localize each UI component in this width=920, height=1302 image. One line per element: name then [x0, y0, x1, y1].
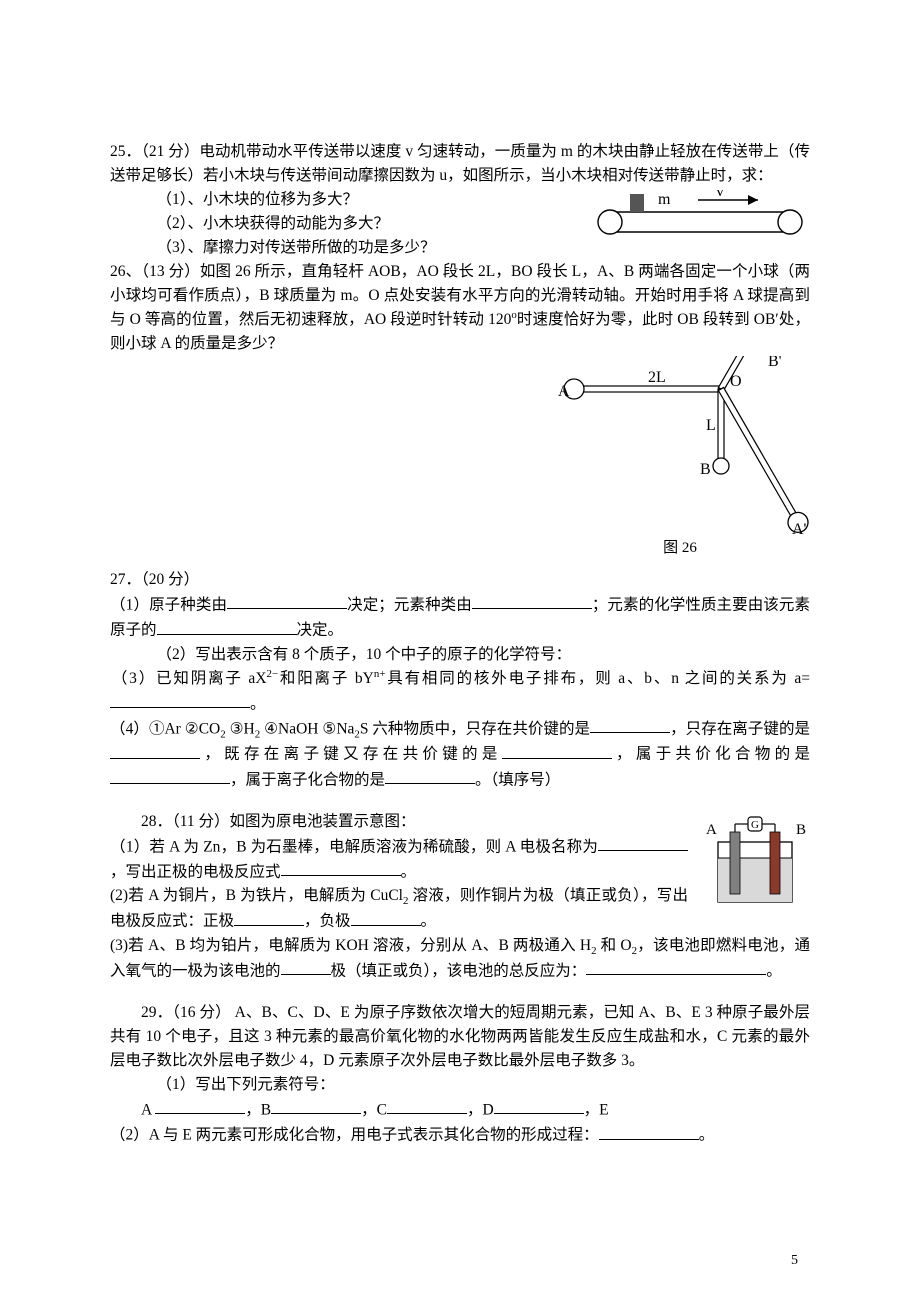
- figure-cell: G A B: [700, 814, 810, 922]
- q29-p2: （2）A 与 E 两元素可形成化合物，用电子式表示其化合物的形成过程：。: [110, 1122, 810, 1147]
- blank: [598, 834, 688, 851]
- q27-p4: （4）①Ar ②CO2 ③H2 ④NaOH ⑤Na2S 六种物质中，只存在共价键…: [110, 716, 810, 792]
- blank: [281, 958, 331, 975]
- q27-head: 27．（20 分）: [110, 568, 810, 592]
- blank: [385, 767, 475, 784]
- label-v: v: [716, 190, 724, 200]
- label-Ap: A': [792, 521, 807, 538]
- label-m: m: [658, 191, 671, 208]
- label-A: A: [558, 383, 570, 400]
- blank: [155, 1097, 245, 1114]
- blank: [110, 741, 200, 758]
- q27-p3: （3）已知阴离子 aX2−和阳离子 bYn+具有相同的核外电子排布，则 a、b、…: [110, 667, 810, 716]
- q26-stem: 26、（13 分）如图 26 所示，直角轻杆 AOB，AO 段长 2L，BO 段…: [110, 260, 810, 356]
- lever-svg: A O 2L L B B' A' 图 26: [530, 356, 810, 556]
- figure-26-caption: 图 26: [663, 539, 697, 556]
- q29-p1: （1）写出下列元素符号：: [110, 1073, 810, 1097]
- blank: [271, 1097, 361, 1114]
- conveyor-svg: m v: [580, 190, 810, 248]
- blank: [351, 908, 421, 925]
- blank: [234, 908, 304, 925]
- blank: [590, 716, 670, 733]
- label-B: B: [700, 461, 711, 478]
- q27-p2: （2）写出表示含有 8 个质子，10 个中子的原子的化学符号：: [110, 643, 810, 667]
- blank: [502, 741, 612, 758]
- exam-page: 25．（21 分）电动机带动水平传送带以速度 v 匀速转动，一质量为 m 的木块…: [110, 0, 810, 1290]
- q29-head: 29．（16 分） A、B、C、D、E 为原子序数依次增大的短周期元素，已知 A…: [110, 1001, 810, 1073]
- blank: [599, 1122, 699, 1139]
- label-Bp: B': [768, 356, 782, 370]
- blank: [110, 691, 250, 708]
- blank: [157, 617, 297, 634]
- figure-conveyor: m v: [580, 190, 810, 256]
- q25-stem: 25．（21 分）电动机带动水平传送带以速度 v 匀速转动，一质量为 m 的木块…: [110, 140, 810, 188]
- label-O: O: [730, 373, 742, 390]
- label-2L: 2L: [648, 369, 666, 386]
- q29-elements: A ，B，C，D，E: [110, 1097, 810, 1122]
- block-icon: [630, 194, 644, 212]
- label-cell-A: A: [706, 822, 717, 838]
- label-cell-B: B: [796, 822, 806, 838]
- q27-p1: （1）原子种类由决定；元素种类由；元素的化学性质主要由该元素原子的决定。: [110, 592, 810, 643]
- q28-p3: (3)若 A、B 均为铂片，电解质为 KOH 溶液，分别从 A、B 两极通入 H…: [110, 934, 810, 983]
- cell-svg: G A B: [700, 814, 810, 914]
- figure-lever: A O 2L L B B' A' 图 26: [530, 356, 810, 564]
- blank: [472, 592, 592, 609]
- blank: [387, 1097, 467, 1114]
- label-L: L: [706, 417, 716, 434]
- blank: [281, 859, 401, 876]
- label-G: G: [751, 819, 759, 831]
- page-number: 5: [791, 1250, 798, 1272]
- blank: [227, 592, 347, 609]
- blank: [494, 1097, 584, 1114]
- blank: [586, 958, 766, 975]
- blank: [110, 767, 230, 784]
